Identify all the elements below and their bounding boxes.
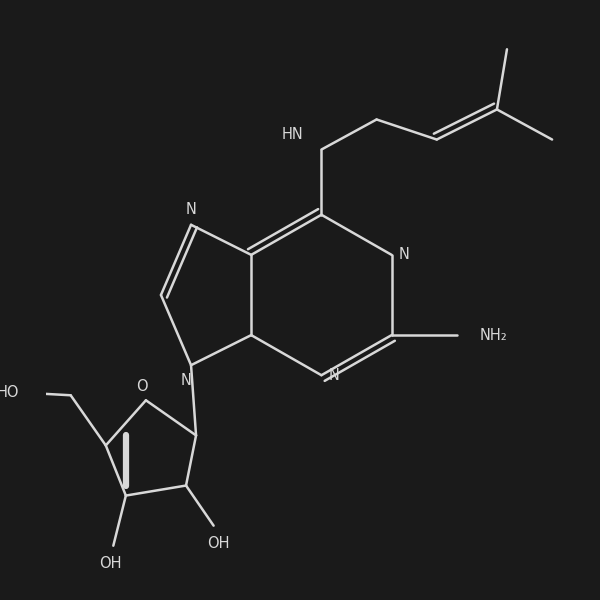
Text: N: N <box>185 202 196 217</box>
Text: N: N <box>399 247 410 262</box>
Text: N: N <box>181 373 191 388</box>
Text: OH: OH <box>208 536 230 551</box>
Text: HN: HN <box>282 127 304 142</box>
Text: O: O <box>136 379 148 394</box>
Text: N: N <box>329 368 340 383</box>
Text: NH₂: NH₂ <box>479 328 507 343</box>
Text: OH: OH <box>100 556 122 571</box>
Text: HO: HO <box>0 385 20 400</box>
